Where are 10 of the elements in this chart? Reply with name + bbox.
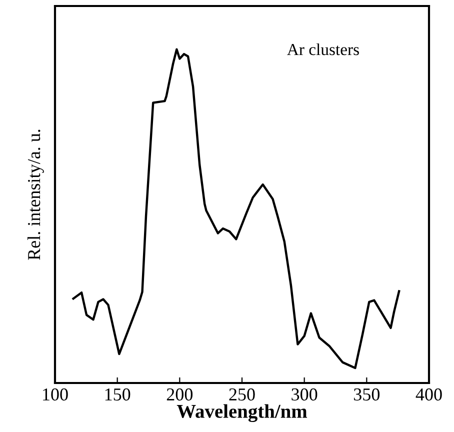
annotation: Ar clusters	[287, 43, 359, 56]
y-axis-title: Rel. intensity/a. u.	[27, 130, 44, 260]
x-tick-label: 250	[229, 388, 255, 401]
x-axis-title: Wavelength/nm	[176, 404, 308, 422]
x-tick-label: 200	[166, 388, 193, 401]
x-tick-label: 150	[105, 388, 130, 401]
x-tick-label: 400	[416, 388, 442, 401]
x-tick-label: 100	[43, 388, 68, 401]
x-tick-label: 350	[354, 388, 380, 401]
x-tick-label: 300	[292, 388, 318, 401]
